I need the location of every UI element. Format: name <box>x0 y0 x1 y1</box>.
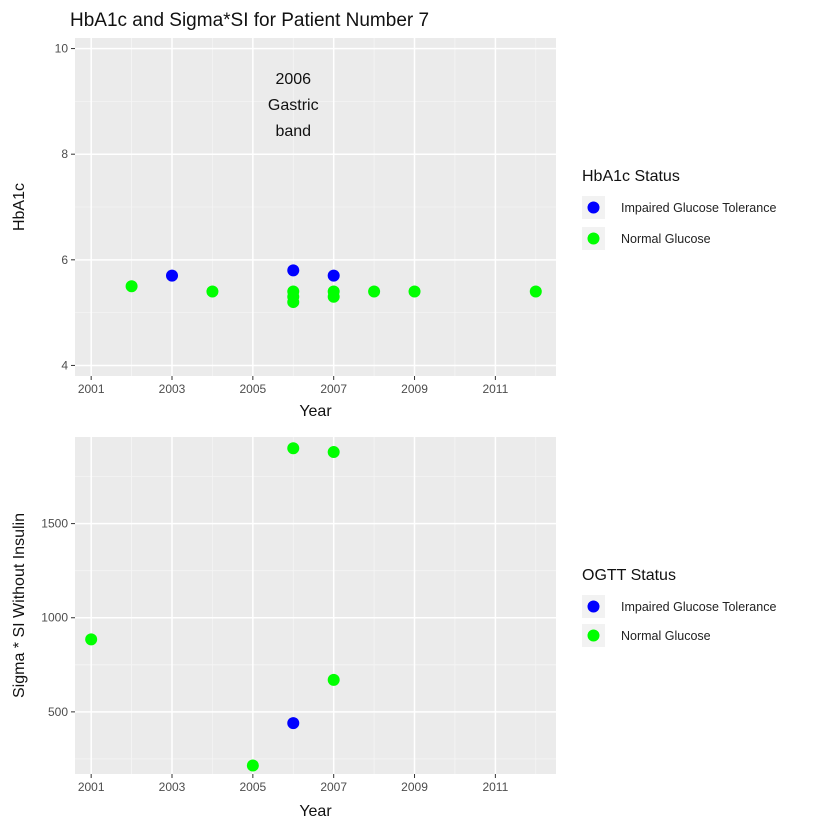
legend-item: Normal Glucose <box>582 624 711 647</box>
y-tick-label: 8 <box>61 147 68 161</box>
data-point <box>408 285 421 298</box>
legend-item: Impaired Glucose Tolerance <box>582 595 776 618</box>
legend-key <box>587 629 600 642</box>
gastric-band-annotation: 2006 Gastric band <box>268 71 319 140</box>
data-point <box>368 285 381 298</box>
sigma-si-panel: 2001 2003 2005 2007 2009 2011 500 1000 1500 Year S… <box>11 437 776 820</box>
x-tick-label: 2011 <box>482 382 508 396</box>
x-axis-title: Year <box>299 403 332 420</box>
y-tick-label: 4 <box>61 358 68 372</box>
y-tick-label: 500 <box>48 705 68 719</box>
data-point <box>125 280 138 293</box>
data-point <box>287 442 300 455</box>
major-gridlines <box>75 38 556 376</box>
hba1c-panel: 2001 2003 2005 2007 2009 2011 4 6 8 10 Year HbA1c 20… <box>11 38 776 420</box>
data-point <box>85 633 98 646</box>
legend-title: HbA1c Status <box>582 168 680 185</box>
data-point <box>287 296 300 309</box>
annotation-line: Gastric <box>268 97 319 114</box>
y-tick-label: 10 <box>55 42 69 56</box>
x-tick-label: 2007 <box>320 780 347 794</box>
data-point <box>206 285 219 298</box>
data-points <box>125 264 542 309</box>
x-tick-label: 2009 <box>401 382 428 396</box>
plot-background <box>75 437 556 774</box>
x-tick-label: 2011 <box>482 780 508 794</box>
annotation-line: band <box>275 123 311 140</box>
x-tick-label: 2005 <box>239 780 266 794</box>
y-axis-title: Sigma * SI Without Insulin <box>11 513 28 698</box>
data-point <box>287 717 300 730</box>
major-gridlines <box>75 437 556 774</box>
legend-label: Normal Glucose <box>621 629 711 643</box>
data-point <box>327 446 340 459</box>
legend: HbA1c Status Impaired Glucose Tolerance No… <box>582 168 776 250</box>
legend: OGTT Status Impaired Glucose Tolerance Nor… <box>582 567 776 647</box>
x-tick-label: 2003 <box>159 780 186 794</box>
figure-title: HbA1c and Sigma*SI for Patient Number 7 <box>70 10 429 31</box>
data-points <box>85 442 340 772</box>
x-tick-label: 2001 <box>78 780 105 794</box>
legend-label: Impaired Glucose Tolerance <box>621 600 776 614</box>
legend-key <box>587 600 600 613</box>
x-tick-label: 2007 <box>320 382 347 396</box>
x-tick-label: 2009 <box>401 780 428 794</box>
x-tick-label: 2003 <box>159 382 186 396</box>
minor-gridlines <box>75 38 556 376</box>
data-point <box>327 290 340 303</box>
y-axis-title: HbA1c <box>11 183 28 231</box>
legend-key <box>587 201 600 214</box>
legend-item: Impaired Glucose Tolerance <box>582 196 776 219</box>
data-point <box>246 759 259 772</box>
data-point <box>529 285 542 298</box>
y-tick-label: 6 <box>61 253 68 267</box>
legend-item: Normal Glucose <box>582 227 711 250</box>
annotation-line: 2006 <box>275 71 311 88</box>
y-tick-label: 1500 <box>41 517 68 531</box>
data-point <box>327 269 340 282</box>
x-axis-title: Year <box>299 803 332 820</box>
legend-label: Normal Glucose <box>621 232 711 246</box>
x-tick-label: 2005 <box>239 382 266 396</box>
data-point <box>166 269 179 282</box>
legend-title: OGTT Status <box>582 567 676 584</box>
legend-label: Impaired Glucose Tolerance <box>621 201 776 215</box>
y-tick-label: 1000 <box>41 611 68 625</box>
legend-key <box>587 232 600 245</box>
data-point <box>287 264 300 277</box>
x-tick-label: 2001 <box>78 382 105 396</box>
data-point <box>327 673 340 686</box>
